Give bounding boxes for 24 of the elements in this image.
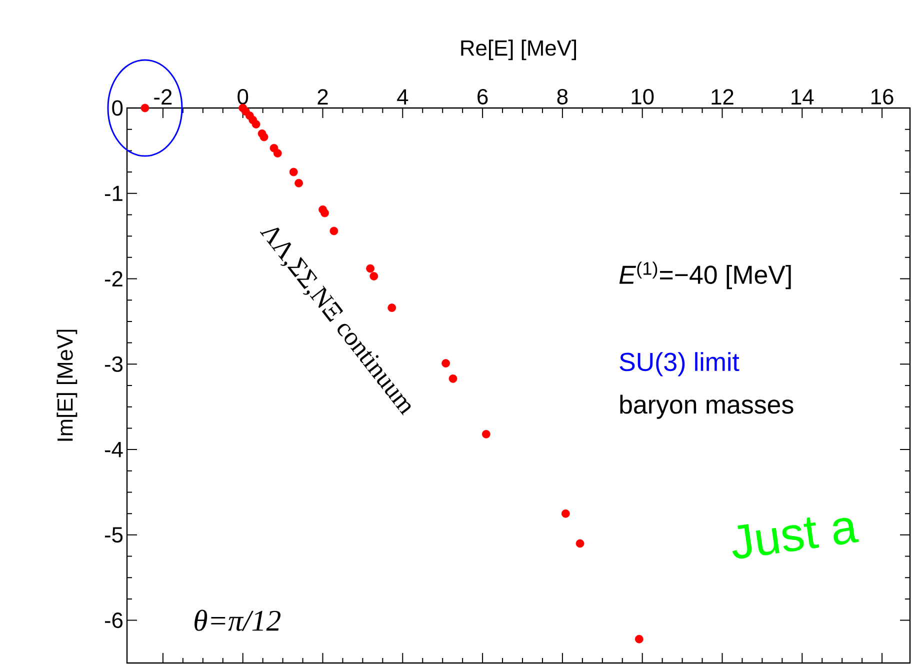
x-tick-label: 0 (238, 88, 248, 104)
x-tick-label: 6 (478, 88, 488, 104)
x-tick-label: 12 (712, 89, 734, 104)
annotation: Just a (732, 517, 859, 559)
y-tick-label: -1 (104, 186, 122, 201)
x-tick-label: -2 (154, 89, 172, 104)
annotation: E$^{(1)}$=−40 [MeV] (619, 262, 791, 290)
y-tick-label: -3 (104, 356, 123, 372)
y-tick-label: -2 (104, 271, 122, 286)
annotation: SU(3) limit (620, 352, 740, 376)
x-tick-label: 14 (792, 89, 814, 104)
x-axis-title: Re[E] [MeV] (461, 40, 576, 60)
x-tick-label: 4 (397, 89, 408, 104)
y-tick-label: -5 (104, 527, 123, 543)
x-tick-label: 16 (872, 88, 894, 104)
y-tick-label: -6 (104, 612, 123, 628)
x-tick-label: 10 (632, 88, 654, 104)
x-tick-label: 2 (318, 89, 328, 104)
annotation: θ=π/12 (194, 610, 280, 631)
annotation: baryon masses (620, 394, 794, 419)
y-tick-label: -4 (104, 442, 123, 458)
y-axis-title: Im[E] [MeV] (56, 330, 78, 441)
x-tick-label: 8 (557, 88, 568, 104)
y-tick-label: 0 (112, 100, 123, 116)
